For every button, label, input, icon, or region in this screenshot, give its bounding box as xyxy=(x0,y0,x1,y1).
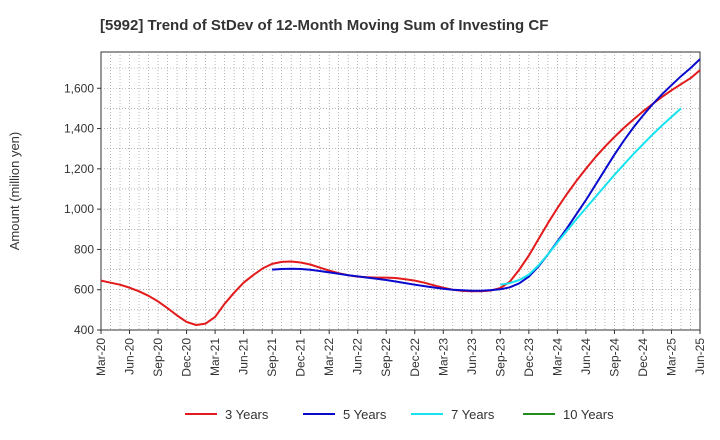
series-line-3-years xyxy=(100,69,701,326)
x-tick-label: Jun-20 xyxy=(123,338,137,375)
x-tick-label: Dec-21 xyxy=(294,338,308,377)
legend: 3 Years 5 Years 7 Years 10 Years xyxy=(185,407,614,422)
y-axis-label: Amount (million yen) xyxy=(7,132,22,251)
plot-area xyxy=(100,51,701,331)
x-tick-label: Jun-23 xyxy=(465,338,479,375)
y-tick-label: 600 xyxy=(74,283,94,297)
x-tick-label: Mar-22 xyxy=(322,338,336,376)
x-tick-label: Sep-23 xyxy=(493,338,507,377)
x-tick-label: Mar-24 xyxy=(550,338,564,376)
x-tick-label: Dec-24 xyxy=(636,338,650,377)
grid xyxy=(101,52,700,330)
y-tick-label: 400 xyxy=(74,323,94,337)
y-tick-label: 1,600 xyxy=(64,81,94,95)
y-axis: 400 600 800 1,000 1,200 1,400 1,600 xyxy=(64,81,101,337)
x-tick-label: Mar-23 xyxy=(436,338,450,376)
y-tick-label: 1,400 xyxy=(64,122,94,136)
y-tick-label: 1,200 xyxy=(64,162,94,176)
series-line-5-years xyxy=(272,58,701,292)
x-tick-label: Mar-21 xyxy=(208,338,222,376)
x-tick-label: Mar-20 xyxy=(94,338,108,376)
series-line-7-years xyxy=(500,107,682,286)
x-tick-label: Sep-24 xyxy=(607,338,621,377)
legend-label: 3 Years xyxy=(225,407,269,422)
x-tick-label: Sep-21 xyxy=(265,338,279,377)
legend-label: 7 Years xyxy=(451,407,495,422)
legend-label: 5 Years xyxy=(343,407,387,422)
x-tick-label: Jun-22 xyxy=(351,338,365,375)
x-tick-label: Jun-24 xyxy=(579,338,593,375)
x-tick-label: Mar-25 xyxy=(664,338,678,376)
x-tick-label: Dec-22 xyxy=(408,338,422,377)
series-group xyxy=(100,58,701,326)
x-tick-label: Jun-25 xyxy=(693,338,707,375)
x-tick-label: Jun-21 xyxy=(237,338,251,375)
y-tick-label: 1,000 xyxy=(64,202,94,216)
x-tick-label: Dec-23 xyxy=(522,338,536,377)
x-tick-label: Sep-20 xyxy=(151,338,165,377)
legend-label: 10 Years xyxy=(563,407,614,422)
x-tick-label: Dec-20 xyxy=(180,338,194,377)
chart-title: [5992] Trend of StDev of 12-Month Moving… xyxy=(100,17,548,34)
y-tick-label: 800 xyxy=(74,242,94,256)
x-tick-label: Sep-22 xyxy=(379,338,393,377)
x-axis: Mar-20 Jun-20 Sep-20 Dec-20 Mar-21 Jun-21 Sep-… xyxy=(94,330,707,377)
